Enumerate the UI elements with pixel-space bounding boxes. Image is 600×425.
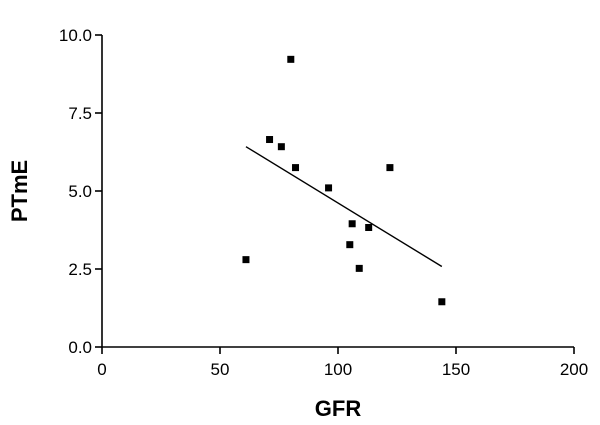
x-tick-label: 200 [560,360,588,379]
data-point [346,241,354,249]
y-axis-label: PTmE [7,160,32,222]
trendline-group [245,146,443,268]
data-point [266,136,274,144]
trendline [245,146,443,268]
data-point [277,143,285,151]
data-point [365,224,373,232]
x-tick-label: 50 [211,360,230,379]
x-ticks: 0 50 100 150 200 [97,347,588,379]
y-tick-label: 2.5 [68,260,92,279]
data-point [348,220,356,228]
y-tick-label: 7.5 [68,104,92,123]
data-points [242,55,446,306]
x-tick-label: 150 [442,360,470,379]
y-tick-label: 5.0 [68,182,92,201]
x-tick-label: 0 [97,360,106,379]
data-point [355,264,363,272]
data-point [386,164,394,172]
data-point [292,164,300,172]
y-tick-label: 10.0 [59,26,92,45]
axes [101,35,574,348]
x-tick-label: 100 [324,360,352,379]
data-point [438,298,446,306]
x-axis-label: GFR [315,396,362,421]
y-tick-label: 0.0 [68,338,92,357]
data-point [242,256,250,264]
y-ticks: 0.0 2.5 5.0 7.5 10.0 [59,26,102,357]
data-point [325,184,333,192]
data-point [287,55,295,63]
